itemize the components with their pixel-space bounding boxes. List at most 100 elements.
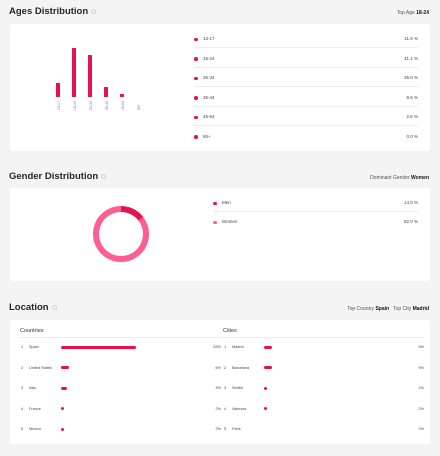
location-name: France (29, 406, 41, 411)
location-name: Italy (29, 386, 36, 390)
location-row[interactable]: 1 Madrid 5% (224, 344, 424, 350)
countries-title: Countries (20, 328, 44, 334)
age-legend-value: 11.6 % (404, 36, 418, 41)
location-bar (61, 345, 136, 349)
age-legend-row: 65+ 0.0 % (194, 134, 418, 142)
age-legend-label: 13-17 (203, 36, 215, 41)
age-bar-18-24[interactable] (72, 48, 76, 97)
age-legend-value: 41.1 % (403, 55, 418, 61)
location-percent: 2% (418, 427, 425, 431)
ages-title: Ages Distribution (9, 6, 89, 17)
age-tick-label: 13-17 (56, 101, 61, 110)
age-legend-row: 35-44 8.6 % (194, 95, 418, 103)
age-tick-label: 65+ (136, 104, 141, 110)
divider (194, 47, 418, 48)
age-legend-value: 2.6 % (406, 114, 418, 119)
location-rank: 4 (224, 406, 227, 411)
location-row[interactable]: 2 Barcelona 5% (224, 365, 424, 371)
gender-legend-value: 14.0 % (403, 200, 418, 205)
info-icon[interactable] (51, 304, 57, 310)
gender-legend-label: Men (222, 200, 231, 205)
divider (19, 337, 221, 338)
location-name: Spain (29, 345, 39, 349)
location-rank: 5 (224, 427, 227, 431)
divider (194, 66, 418, 68)
age-legend-label: 18-24 (203, 55, 215, 61)
gender-title: Gender Distribution (9, 171, 99, 182)
divider (222, 337, 424, 338)
location-bar (264, 386, 268, 390)
location-percent: 6% (215, 365, 222, 370)
location-rank: 3 (224, 386, 227, 390)
ages-card: 13-17 18-24 25-34 35-44 45-64 65+ 13-17 11.6 %… (10, 24, 430, 151)
legend-dot (194, 37, 198, 41)
age-bar-25-34[interactable] (88, 55, 92, 97)
location-percent: 4% (215, 386, 222, 390)
location-row[interactable]: 2 United States 6% (21, 365, 221, 371)
top-location-meta: Top Country Spain Top City Madrid (347, 306, 429, 312)
location-name: Barcelona (232, 365, 250, 370)
ages-chart: 13-17 18-24 25-34 35-44 45-64 65+ (50, 24, 160, 151)
age-legend-row: 13-17 11.6 % (194, 36, 418, 44)
gender-legend: Men 14.0 % Women 82.0 % (213, 200, 418, 240)
location-row[interactable]: 1 Spain 53% (21, 344, 221, 350)
gender-legend-row: Men 14.0 % (213, 200, 418, 208)
info-icon[interactable] (91, 8, 97, 14)
age-bar-35-44[interactable] (104, 86, 108, 97)
location-section-title: Location (9, 302, 57, 313)
location-percent: 2% (215, 427, 222, 431)
location-percent: 5% (418, 345, 425, 349)
age-legend-row: 18-24 41.1 % (194, 56, 418, 64)
top-age-value: 18-24 (416, 10, 429, 16)
location-percent: 2% (418, 386, 425, 390)
gender-legend-label: Women (222, 219, 238, 224)
location-name: Mexico (29, 427, 42, 431)
cities-panel: Cities 1 Madrid 5% 2 Barcelona 5% 3 Seville 2% 4 V… (222, 328, 424, 438)
location-row[interactable]: 4 Valencia 2% (224, 406, 424, 412)
location-rank: 1 (21, 345, 24, 349)
dominant-gender-value: Women (411, 175, 429, 181)
divider (213, 211, 418, 212)
divider (194, 125, 418, 126)
age-tick-label: 45-64 (120, 101, 125, 110)
legend-dot (213, 220, 217, 224)
location-bar (61, 386, 67, 390)
location-row[interactable]: 3 Seville 2% (224, 385, 424, 391)
location-row[interactable]: 4 France 2% (21, 406, 221, 412)
location-name: Valencia (232, 406, 247, 411)
location-bar (264, 345, 272, 349)
age-bar-45-64[interactable] (120, 93, 124, 97)
legend-dot (213, 201, 217, 205)
legend-dot (194, 57, 198, 61)
gender-donut (93, 206, 149, 262)
top-age-label: Top Age (396, 10, 415, 16)
location-row[interactable]: 5 Mexico 2% (21, 426, 221, 432)
divider (194, 86, 418, 87)
age-tick-label: 18-24 (72, 101, 77, 110)
location-name: United States (29, 365, 52, 370)
legend-dot (194, 96, 198, 100)
location-name: Paris (232, 427, 241, 431)
countries-list: 1 Spain 53% 2 United States 6% 3 Italy 4% 4 France… (21, 344, 221, 444)
location-title: Location (9, 302, 49, 313)
gender-section-title: Gender Distribution (9, 171, 107, 182)
location-row[interactable]: 5 Paris 2% (224, 426, 424, 432)
age-bar-13-17[interactable] (56, 83, 60, 97)
age-legend-label: 45-64 (203, 114, 215, 119)
age-legend-value: 35.0 % (403, 75, 418, 80)
countries-panel: Countries 1 Spain 53% 2 United States 6% 3 Ital… (19, 328, 221, 438)
location-percent: 5% (418, 365, 425, 370)
age-legend-label: 35-44 (203, 94, 215, 100)
location-name: Seville (232, 386, 244, 390)
top-age-meta: Top Age 18-24 (397, 10, 429, 16)
age-tick-label: 25-34 (88, 101, 93, 110)
location-row[interactable]: 3 Italy 4% (21, 385, 221, 391)
location-name: Madrid (232, 345, 244, 349)
gender-slice-men[interactable] (93, 206, 149, 262)
cities-list: 1 Madrid 5% 2 Barcelona 5% 3 Seville 2% 4 Valencia… (224, 344, 424, 444)
gender-legend-value: 82.0 % (403, 219, 418, 224)
info-icon[interactable] (101, 173, 107, 179)
age-legend-value: 8.6 % (406, 94, 418, 100)
age-legend-row: 25-34 35.0 % (194, 75, 418, 83)
dominant-gender-label: Dominant Gender (370, 175, 410, 181)
